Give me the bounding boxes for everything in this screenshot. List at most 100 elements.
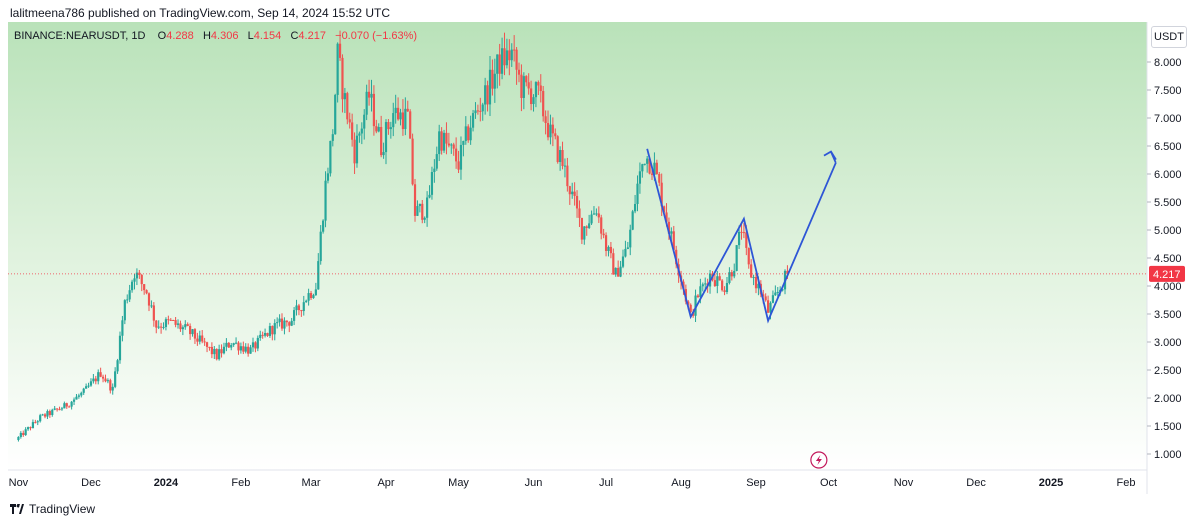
candle[interactable] (689, 303, 692, 314)
candle[interactable] (571, 182, 574, 199)
candle[interactable] (174, 317, 177, 328)
candle[interactable] (725, 277, 729, 295)
candle[interactable] (285, 320, 288, 327)
candle[interactable] (382, 142, 385, 159)
candle[interactable] (261, 331, 264, 339)
candle[interactable] (172, 319, 175, 321)
candle[interactable] (532, 94, 535, 112)
candle[interactable] (416, 200, 419, 216)
candle[interactable] (626, 241, 629, 250)
candle[interactable] (563, 158, 567, 178)
candle[interactable] (186, 322, 189, 327)
candle[interactable] (319, 225, 322, 265)
candle[interactable] (51, 408, 54, 417)
candle[interactable] (566, 157, 569, 192)
candle[interactable] (609, 241, 613, 259)
candle[interactable] (191, 328, 194, 337)
candle[interactable] (143, 284, 146, 295)
candle[interactable] (471, 109, 475, 132)
candle[interactable] (87, 382, 90, 388)
candle[interactable] (367, 79, 371, 106)
candle[interactable] (317, 253, 320, 290)
candle[interactable] (24, 427, 27, 436)
candle[interactable] (147, 292, 151, 312)
candle[interactable] (592, 206, 596, 215)
candle[interactable] (184, 320, 187, 330)
candle[interactable] (106, 378, 109, 384)
candle[interactable] (641, 163, 644, 178)
candle[interactable] (39, 413, 42, 423)
candle[interactable] (392, 102, 395, 137)
candle[interactable] (300, 309, 303, 317)
candle[interactable] (372, 85, 376, 136)
candle[interactable] (406, 100, 409, 112)
candle[interactable] (588, 214, 591, 230)
candle[interactable] (312, 293, 315, 299)
candle[interactable] (343, 87, 346, 114)
candle[interactable] (198, 330, 201, 345)
candle[interactable] (68, 405, 71, 408)
candle[interactable] (377, 123, 380, 133)
candle[interactable] (338, 30, 342, 61)
candle[interactable] (455, 137, 458, 169)
candle[interactable] (438, 124, 441, 161)
candle[interactable] (116, 358, 119, 374)
candle[interactable] (324, 171, 327, 228)
chart-area[interactable]: 1.000 1.500 2.000 2.500 3.000 3.500 4.000 4.500… (0, 22, 1200, 494)
candle[interactable] (462, 140, 465, 157)
candle[interactable] (89, 378, 93, 387)
candle[interactable] (621, 249, 625, 269)
candle[interactable] (776, 287, 779, 297)
candle[interactable] (696, 294, 700, 299)
candle[interactable] (152, 302, 155, 327)
candle[interactable] (774, 285, 777, 296)
candle[interactable] (752, 274, 755, 286)
candle[interactable] (660, 173, 663, 217)
candle[interactable] (723, 286, 726, 296)
candle[interactable] (181, 325, 184, 336)
candle[interactable] (539, 74, 542, 103)
candle[interactable] (491, 59, 494, 96)
candle[interactable] (130, 279, 134, 293)
candle[interactable] (481, 102, 484, 121)
candle[interactable] (293, 307, 296, 326)
candle[interactable] (730, 269, 733, 281)
candle[interactable] (517, 62, 521, 83)
candle[interactable] (126, 294, 129, 304)
candle[interactable] (559, 146, 562, 171)
candle[interactable] (164, 317, 168, 331)
candle[interactable] (399, 108, 402, 126)
candle[interactable] (99, 367, 102, 378)
candle[interactable] (747, 247, 750, 269)
candle[interactable] (595, 208, 598, 217)
candle[interactable] (85, 383, 88, 389)
candle[interactable] (380, 115, 383, 158)
candle[interactable] (476, 104, 479, 115)
candle[interactable] (750, 259, 753, 279)
candle[interactable] (602, 228, 605, 239)
candle[interactable] (167, 315, 170, 325)
candle[interactable] (237, 341, 240, 355)
candle[interactable] (169, 318, 172, 321)
candle[interactable] (121, 315, 124, 342)
candle[interactable] (215, 348, 218, 361)
footer-brand[interactable]: TradingView (10, 502, 95, 516)
candle[interactable] (655, 159, 658, 175)
candle[interactable] (735, 244, 738, 272)
candle[interactable] (597, 206, 600, 223)
candle[interactable] (556, 135, 559, 164)
candle[interactable] (140, 273, 143, 292)
candle[interactable] (155, 319, 158, 334)
candle[interactable] (276, 317, 279, 329)
candle[interactable] (515, 47, 518, 85)
candle[interactable] (266, 332, 269, 337)
candle[interactable] (72, 397, 76, 405)
currency-button[interactable]: USDT (1151, 26, 1187, 48)
candle[interactable] (721, 279, 724, 292)
zigzag-annotation[interactable] (646, 148, 837, 324)
candle[interactable] (600, 214, 603, 240)
candle[interactable] (464, 116, 467, 145)
candle[interactable] (213, 346, 216, 359)
candle[interactable] (404, 97, 407, 136)
candle[interactable] (249, 344, 252, 354)
